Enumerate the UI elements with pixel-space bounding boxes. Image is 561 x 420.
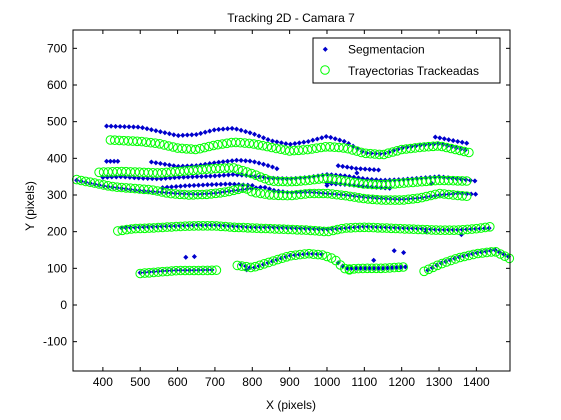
legend: Segmentacion Trayectorias Trackeadas: [313, 38, 500, 83]
x-tick-label: 900: [280, 375, 300, 389]
x-tick-label: 500: [130, 375, 150, 389]
x-tick-label: 700: [205, 375, 225, 389]
y-tick-label: 200: [47, 225, 67, 239]
y-tick-label: 300: [47, 188, 67, 202]
x-tick-label: 1200: [388, 375, 415, 389]
y-tick-label: 100: [47, 261, 67, 275]
x-tick-label: 1300: [426, 375, 453, 389]
x-tick-label: 1100: [351, 375, 377, 389]
y-tick-label: 700: [47, 41, 67, 55]
y-tick-label: 600: [47, 78, 67, 92]
x-tick-label: 1400: [463, 375, 490, 389]
x-axis-label: X (pixels): [266, 398, 316, 412]
chart-title: Tracking 2D - Camara 7: [227, 11, 355, 25]
y-tick-label: -100: [43, 335, 67, 349]
y-tick-label: 500: [47, 115, 67, 129]
y-axis-label: Y (pixels): [23, 181, 37, 231]
y-tick-label: 400: [47, 151, 67, 165]
legend-label-trayectorias: Trayectorias Trackeadas: [348, 64, 479, 78]
x-tick-label: 600: [168, 375, 188, 389]
y-tick-label: 0: [60, 298, 67, 312]
legend-label-segmentacion: Segmentacion: [348, 43, 425, 57]
x-tick-label: 1000: [314, 375, 341, 389]
x-tick-label: 800: [242, 375, 262, 389]
x-tick-label: 400: [93, 375, 113, 389]
